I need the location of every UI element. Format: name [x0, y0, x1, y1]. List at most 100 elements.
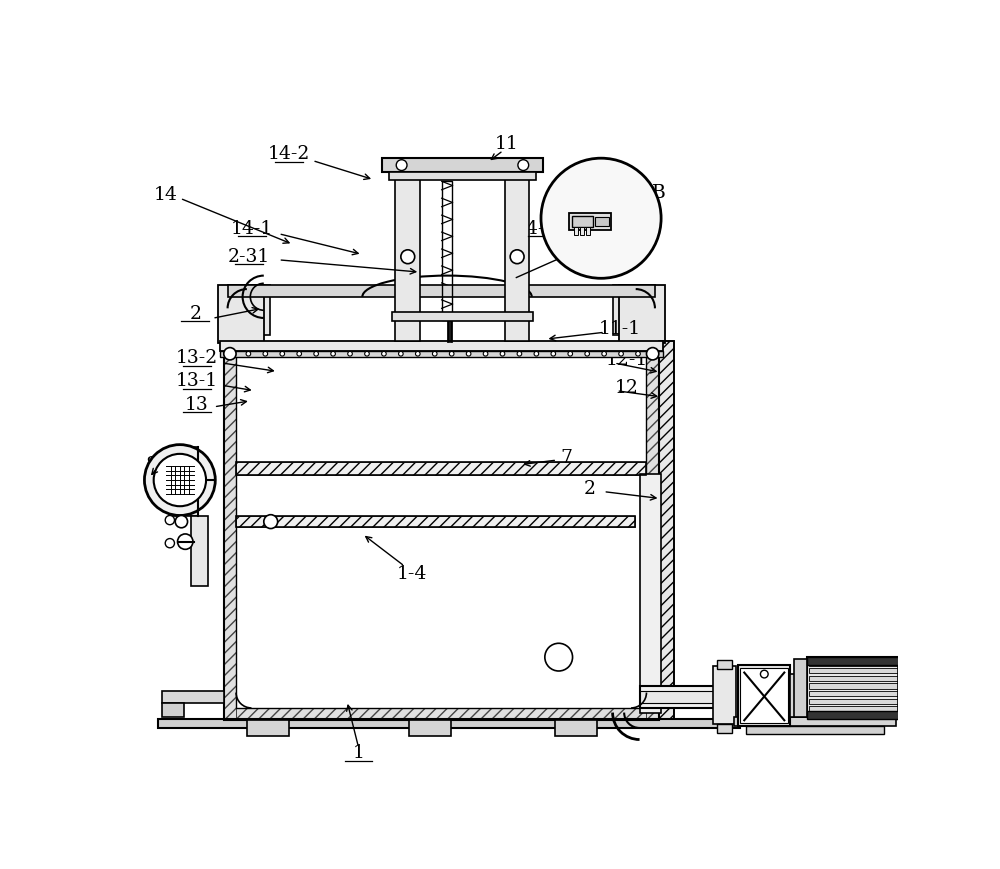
Circle shape	[517, 351, 522, 356]
Bar	[392, 312, 533, 322]
Text: 12-1: 12-1	[605, 351, 648, 369]
Circle shape	[229, 351, 234, 356]
Bar	[171, 447, 198, 516]
Bar	[659, 342, 674, 719]
Text: 2: 2	[584, 481, 596, 498]
Circle shape	[415, 351, 420, 356]
Circle shape	[534, 351, 539, 356]
Bar	[228, 285, 270, 335]
Text: 13: 13	[185, 395, 209, 414]
Circle shape	[646, 348, 659, 360]
Bar	[595, 217, 609, 226]
Circle shape	[246, 351, 251, 356]
Bar	[790, 674, 807, 717]
Bar	[746, 726, 884, 734]
Bar	[220, 351, 663, 357]
Circle shape	[396, 160, 407, 170]
Bar	[572, 216, 593, 228]
Bar	[236, 343, 646, 708]
Bar	[807, 657, 900, 665]
Text: 13-2: 13-2	[176, 349, 218, 368]
Bar	[158, 719, 740, 728]
Bar	[224, 343, 659, 720]
Bar	[162, 691, 224, 703]
Text: 7: 7	[560, 449, 572, 468]
Circle shape	[331, 351, 335, 356]
Circle shape	[518, 160, 529, 170]
Circle shape	[401, 249, 415, 263]
Bar	[574, 228, 578, 235]
Text: 1: 1	[353, 745, 364, 762]
Bar	[236, 516, 635, 527]
Bar	[505, 158, 529, 342]
Bar	[569, 213, 611, 229]
Circle shape	[365, 351, 369, 356]
Text: 11: 11	[494, 136, 518, 153]
Text: 14: 14	[154, 186, 178, 204]
Bar	[809, 675, 898, 681]
Bar	[659, 342, 674, 719]
Circle shape	[165, 539, 174, 547]
Circle shape	[432, 351, 437, 356]
Bar	[640, 691, 732, 703]
Circle shape	[500, 351, 505, 356]
Text: 2: 2	[189, 305, 201, 322]
Circle shape	[263, 351, 268, 356]
Bar	[640, 687, 732, 708]
Circle shape	[144, 445, 215, 515]
Bar	[809, 660, 898, 666]
Bar	[807, 657, 900, 719]
Circle shape	[483, 351, 488, 356]
Circle shape	[636, 351, 640, 356]
Bar	[236, 462, 646, 474]
Text: 8: 8	[146, 455, 158, 474]
Bar	[809, 691, 898, 696]
Bar	[191, 516, 208, 586]
Circle shape	[399, 351, 403, 356]
Circle shape	[165, 515, 174, 525]
Circle shape	[280, 351, 285, 356]
Bar	[613, 285, 655, 335]
Bar	[809, 699, 898, 704]
Circle shape	[545, 643, 573, 671]
Bar	[162, 703, 184, 717]
Text: 11-1: 11-1	[599, 320, 641, 338]
Text: 2-31: 2-31	[228, 248, 270, 266]
Circle shape	[619, 351, 623, 356]
Circle shape	[760, 670, 768, 678]
Bar	[389, 172, 536, 180]
Bar	[555, 720, 597, 736]
Circle shape	[314, 351, 318, 356]
Circle shape	[466, 351, 471, 356]
Bar	[218, 285, 264, 343]
Circle shape	[585, 351, 590, 356]
Bar	[717, 660, 732, 669]
Circle shape	[382, 351, 386, 356]
Bar	[738, 665, 790, 726]
Bar	[646, 343, 659, 720]
Circle shape	[449, 351, 454, 356]
Bar	[224, 343, 236, 720]
Circle shape	[297, 351, 302, 356]
Circle shape	[154, 454, 206, 507]
Bar	[807, 711, 900, 719]
Circle shape	[602, 351, 606, 356]
Circle shape	[175, 515, 188, 527]
Bar	[236, 516, 635, 527]
Bar	[740, 668, 788, 723]
Bar	[228, 285, 655, 297]
Text: 1-4: 1-4	[397, 565, 428, 583]
Bar	[898, 659, 912, 717]
Text: 14-1: 14-1	[231, 220, 273, 238]
Circle shape	[510, 249, 524, 263]
Text: 13-1: 13-1	[176, 373, 218, 390]
Bar	[794, 659, 807, 717]
Bar	[809, 668, 898, 673]
Text: B: B	[652, 184, 666, 202]
Bar	[809, 706, 898, 712]
Bar	[734, 717, 896, 726]
Circle shape	[264, 514, 278, 528]
Text: 12: 12	[615, 379, 638, 396]
Circle shape	[224, 348, 236, 360]
Circle shape	[178, 534, 193, 549]
